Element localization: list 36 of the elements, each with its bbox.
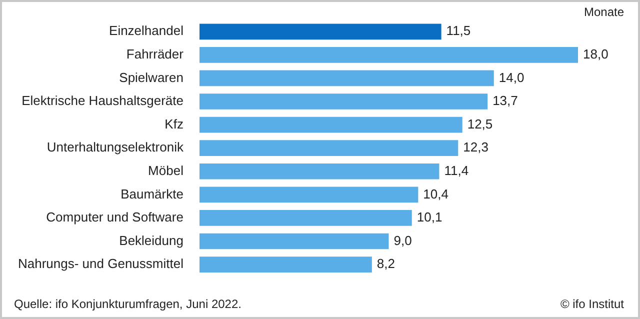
- text: © ifo Institut: [560, 297, 624, 311]
- data-label: 8,2: [376, 256, 395, 272]
- bar: [199, 47, 578, 63]
- data-label: 14,0: [498, 70, 524, 85]
- data-label: 12,5: [467, 116, 493, 132]
- data-label: 18,0: [583, 46, 608, 62]
- y-tick-label: Unterhaltungselektronik: [46, 140, 184, 155]
- source-note: Quelle: ifo Konjunkturumfragen, Juni 2022.: [14, 297, 242, 311]
- y-tick-label: Möbel: [148, 162, 184, 178]
- bar: [199, 256, 372, 272]
- bar: [199, 70, 494, 86]
- data-label: 10,4: [423, 186, 448, 202]
- bar: [199, 233, 389, 250]
- bar: [199, 140, 458, 156]
- y-tick-label: Spielwaren: [119, 70, 184, 85]
- data-label: 13,7: [492, 93, 518, 108]
- data-label: 11,5: [446, 23, 471, 38]
- bar: [199, 116, 462, 133]
- data-label: 9,0: [394, 232, 412, 248]
- bar: [199, 163, 440, 180]
- x-axis-title: Monate: [584, 5, 624, 19]
- y-tick-label: Elektrische Haushaltsgeräte: [22, 93, 184, 108]
- y-tick-label: Fahrräder: [126, 46, 184, 62]
- data-label: 10,1: [416, 210, 442, 225]
- bar: [199, 186, 418, 203]
- data-label: 11,4: [444, 162, 469, 178]
- y-tick-label: Computer und Software: [46, 210, 184, 225]
- bar: [199, 24, 442, 40]
- y-tick-label: Bekleidung: [119, 232, 184, 248]
- y-tick-label: Nahrungs- und Genussmittel: [18, 256, 184, 272]
- y-tick-label: Baumärkte: [120, 186, 184, 202]
- bar: [199, 210, 412, 226]
- bar: [199, 94, 488, 110]
- data-label: 12,3: [463, 140, 488, 155]
- y-tick-label: Einzelhandel: [109, 23, 184, 38]
- y-tick-label: Kfz: [164, 116, 184, 132]
